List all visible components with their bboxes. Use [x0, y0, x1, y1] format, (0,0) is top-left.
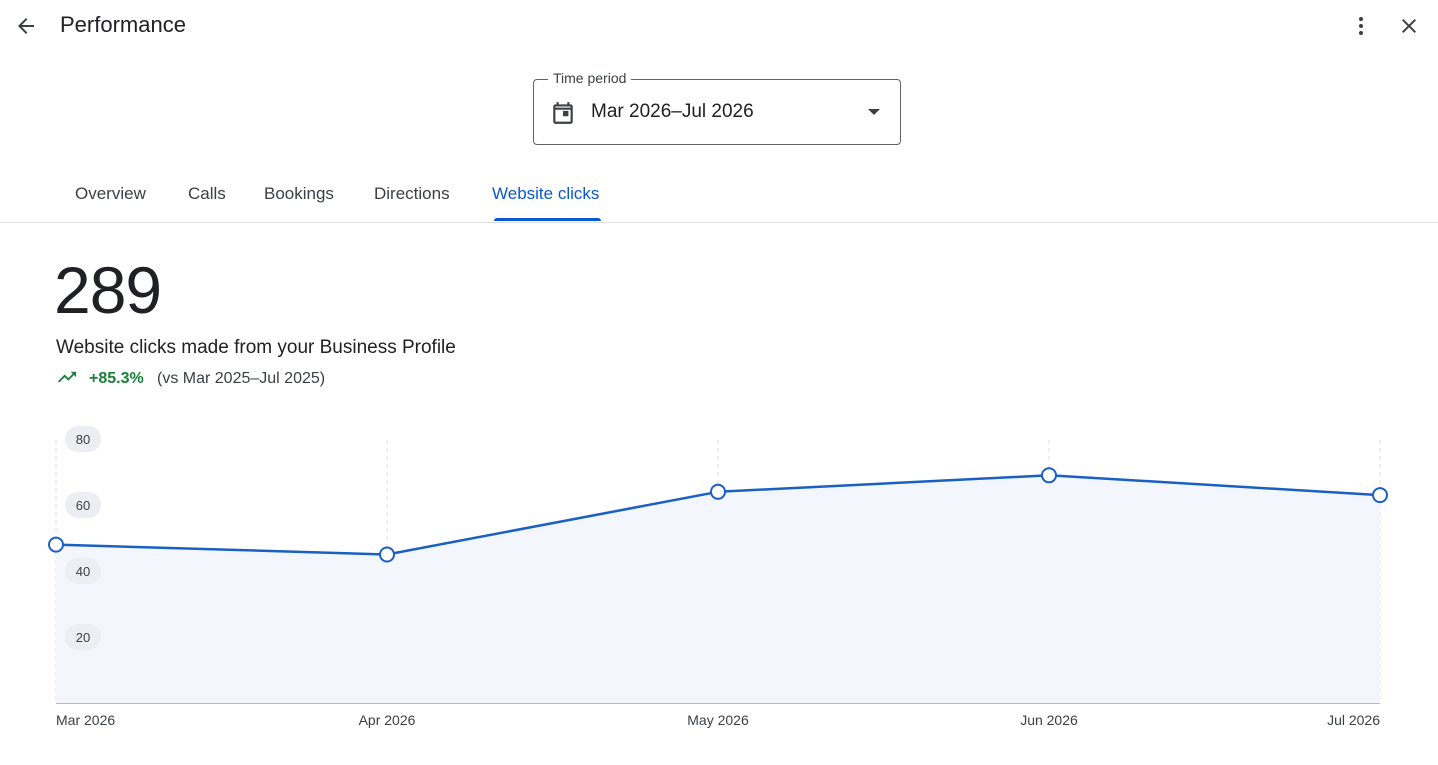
- svg-text:20: 20: [76, 630, 90, 645]
- tab-directions[interactable]: Directions: [374, 184, 450, 203]
- dropdown-arrow-icon: [868, 109, 880, 115]
- data-point[interactable]: [379, 546, 395, 563]
- time-period-select[interactable]: Time period Mar 2026–Jul 2026: [533, 70, 901, 145]
- data-point[interactable]: [1041, 467, 1057, 484]
- svg-text:60: 60: [76, 498, 90, 513]
- svg-text:80: 80: [76, 432, 90, 447]
- svg-text:40: 40: [76, 564, 90, 579]
- calendar-icon: [553, 102, 573, 124]
- close-button[interactable]: [1391, 8, 1427, 44]
- area-fill: [56, 475, 1380, 703]
- time-period-value: Mar 2026–Jul 2026: [591, 101, 754, 122]
- data-point[interactable]: [1372, 487, 1388, 504]
- close-icon: [1402, 19, 1416, 33]
- change-percentage: +85.3%: [89, 370, 144, 387]
- more-vert-icon: [1359, 17, 1363, 35]
- time-period-label: Time period: [548, 70, 632, 86]
- x-tick-label: Jun 2026: [1020, 712, 1078, 728]
- top-bar: Performance: [0, 0, 1438, 52]
- tab-calls[interactable]: Calls: [188, 184, 226, 203]
- total-clicks-value: 289: [54, 253, 162, 327]
- data-point[interactable]: [48, 536, 64, 553]
- trending-up-icon: [58, 371, 76, 383]
- y-tick-label: 20: [65, 624, 101, 650]
- arrow-back-icon: [18, 18, 34, 34]
- x-tick-label: Mar 2026: [56, 712, 115, 728]
- x-tick-label: Jul 2026: [1327, 712, 1380, 728]
- data-point[interactable]: [710, 483, 726, 500]
- y-tick-label: 40: [65, 558, 101, 584]
- page-title: Performance: [60, 12, 186, 37]
- active-tab-indicator: [494, 218, 601, 221]
- y-tick-label: 60: [65, 492, 101, 518]
- back-button[interactable]: [8, 8, 44, 44]
- tab-overview[interactable]: Overview: [75, 184, 146, 203]
- tab-bookings[interactable]: Bookings: [264, 184, 334, 203]
- x-tick-label: Apr 2026: [359, 712, 416, 728]
- metric-tabs: Overview Calls Bookings Directions Websi…: [0, 170, 1438, 223]
- tab-website-clicks[interactable]: Website clicks: [492, 184, 600, 203]
- metric-description: Website clicks made from your Business P…: [56, 337, 456, 358]
- y-tick-label: 80: [65, 426, 101, 452]
- x-tick-label: May 2026: [687, 712, 749, 728]
- more-options-button[interactable]: [1343, 8, 1379, 44]
- series-line: [55, 474, 1381, 556]
- comparison-period: (vs Mar 2025–Jul 2025): [157, 370, 326, 387]
